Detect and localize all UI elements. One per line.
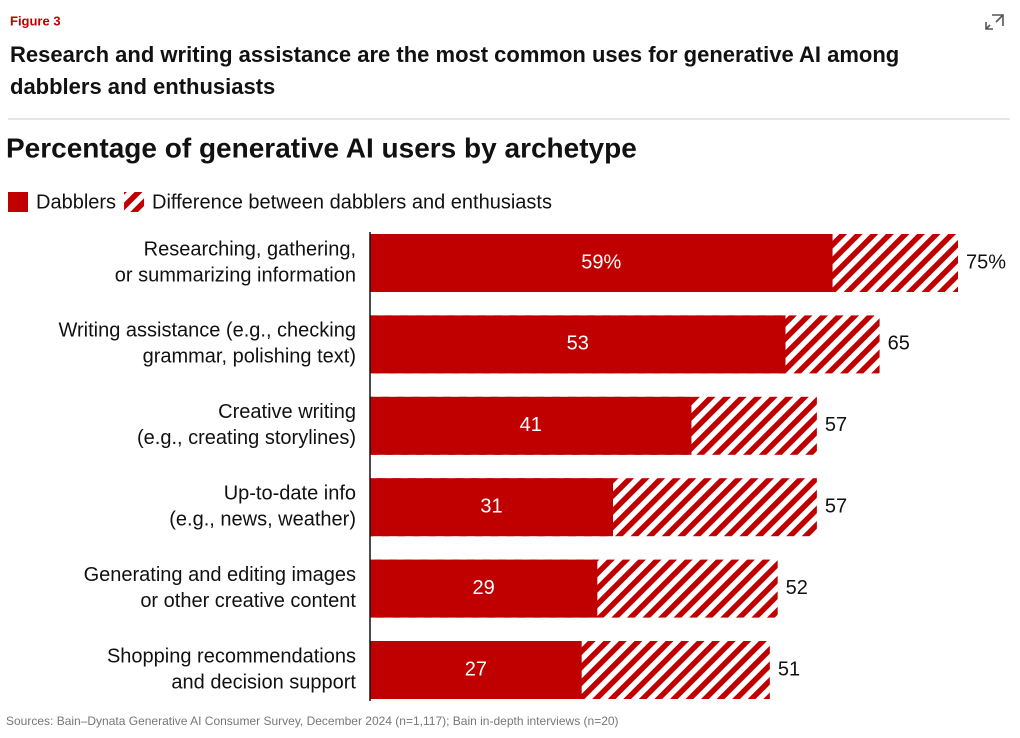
value-label: 51 <box>778 658 800 680</box>
category-label: Writing assistance (e.g., checking <box>58 320 356 342</box>
value-label: 57 <box>825 495 847 517</box>
source: Sources: Bain–Dynata Generative AI Consu… <box>6 714 619 728</box>
legend-label: Difference between dabblers and enthusia… <box>152 191 552 213</box>
value-label: 59% <box>581 251 621 273</box>
category-label: Researching, gathering, <box>144 238 356 260</box>
bar <box>370 641 582 699</box>
legend-label: Dabblers <box>36 191 116 213</box>
bar <box>370 234 833 292</box>
bar <box>370 478 614 537</box>
headline: dabblers and enthusiasts <box>10 74 275 99</box>
category-label: (e.g., creating storylines) <box>137 427 356 449</box>
bar <box>370 559 598 618</box>
expand-icon[interactable] <box>985 14 1004 30</box>
value-label: 65 <box>888 333 910 355</box>
value-label: 27 <box>465 658 487 680</box>
value-label: 75% <box>966 251 1006 273</box>
category-label: Shopping recommendations <box>107 645 356 667</box>
legend-swatch <box>124 192 145 212</box>
legend-swatch <box>8 192 28 212</box>
category-label: grammar, polishing text) <box>143 346 356 368</box>
headline: Research and writing assistance are the … <box>10 42 899 67</box>
value-label: 57 <box>825 414 847 436</box>
category-label: (e.g., news, weather) <box>169 508 356 530</box>
category-label: Generating and editing images <box>84 564 356 586</box>
bar <box>370 396 692 455</box>
value-label: 31 <box>480 495 502 517</box>
figure-label: Figure 3 <box>10 13 61 28</box>
category-label: and decision support <box>171 671 356 693</box>
value-label: 52 <box>786 577 808 599</box>
chart-title: Percentage of generative AI users by arc… <box>6 132 637 163</box>
category-label: Creative writing <box>218 401 356 423</box>
value-label: 29 <box>473 577 495 599</box>
category-label: Up-to-date info <box>224 482 356 504</box>
bar <box>370 315 786 374</box>
category-label: or summarizing information <box>115 264 356 286</box>
value-label: 41 <box>520 414 542 436</box>
value-label: 53 <box>567 333 589 355</box>
category-label: or other creative content <box>140 590 356 612</box>
